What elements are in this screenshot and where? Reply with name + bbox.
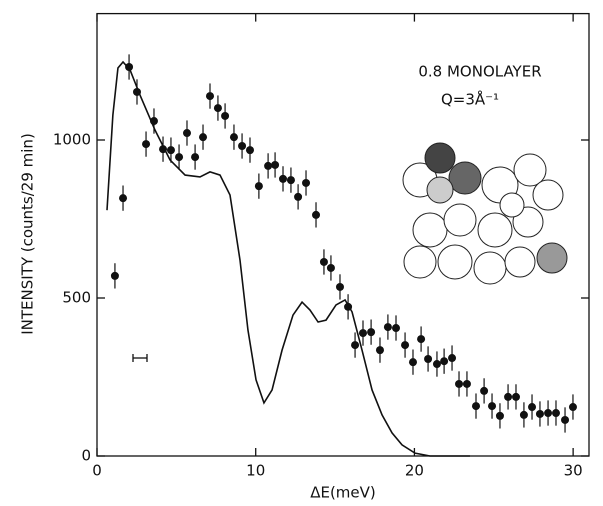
data-point: [462, 379, 471, 388]
data-point: [528, 403, 537, 412]
molecule-illustration: [402, 142, 568, 285]
data-point: [401, 341, 410, 350]
data-point: [408, 358, 417, 367]
data-point: [568, 403, 577, 412]
data-point: [417, 335, 426, 344]
x-tick-label: 30: [564, 462, 583, 480]
y-tick-label: 500: [62, 289, 91, 307]
data-point: [119, 194, 128, 203]
x-tick-label: 20: [405, 462, 424, 480]
data-point: [351, 341, 360, 350]
annotation: Q=3Å⁻¹: [441, 90, 499, 109]
data-point: [358, 329, 367, 338]
data-point: [544, 409, 553, 418]
y-tick-label: 0: [81, 447, 91, 465]
data-point: [535, 409, 544, 418]
data-point: [175, 153, 184, 162]
data-point: [561, 415, 570, 424]
data-point: [511, 392, 520, 401]
annotation: 0.8 MONOLAYER: [418, 63, 541, 81]
data-point: [149, 117, 158, 126]
data-point: [519, 410, 528, 419]
data-point: [375, 346, 384, 355]
data-point: [199, 133, 208, 142]
data-point: [495, 411, 504, 420]
data-point: [455, 379, 464, 388]
data-point: [488, 402, 497, 411]
data-point: [432, 360, 441, 369]
data-point: [221, 111, 230, 120]
data-point: [440, 357, 449, 366]
resolution-bar: [132, 354, 148, 362]
data-point: [344, 302, 353, 311]
plot-frame: [96, 12, 590, 457]
x-tick-label: 10: [246, 462, 265, 480]
data-point: [166, 146, 175, 155]
data-point: [182, 129, 191, 138]
x-axis-label: ΔE(meV): [310, 484, 376, 502]
data-point: [206, 92, 215, 101]
data-point: [110, 271, 119, 280]
data-point: [471, 402, 480, 411]
data-point: [480, 386, 489, 395]
data-point: [367, 328, 376, 337]
data-point: [229, 133, 238, 142]
data-point: [312, 210, 321, 219]
data-point: [245, 146, 254, 155]
y-axis-label: INTENSITY (counts/29 min): [19, 133, 37, 335]
data-point: [238, 142, 247, 151]
data-point: [132, 87, 141, 96]
data-point: [191, 153, 200, 162]
theory-curve: [106, 60, 470, 457]
data-point: [271, 160, 280, 169]
data-point: [424, 354, 433, 363]
data-point: [142, 140, 151, 149]
data-point: [254, 182, 263, 191]
data-point: [294, 192, 303, 201]
data-point: [125, 63, 134, 72]
x-tick-label: 0: [92, 462, 102, 480]
data-point: [279, 174, 288, 183]
data-point: [326, 263, 335, 272]
data-point: [159, 145, 168, 154]
y-tick-label: 1000: [53, 131, 91, 149]
data-point: [551, 409, 560, 418]
data-point: [448, 354, 457, 363]
data-point: [392, 324, 401, 333]
data-point: [383, 323, 392, 332]
data-point: [213, 104, 222, 113]
data-point: [504, 392, 513, 401]
data-point: [302, 178, 311, 187]
data-point: [286, 176, 295, 185]
data-point: [335, 282, 344, 291]
data-point: [264, 161, 273, 170]
data-point: [319, 257, 328, 266]
